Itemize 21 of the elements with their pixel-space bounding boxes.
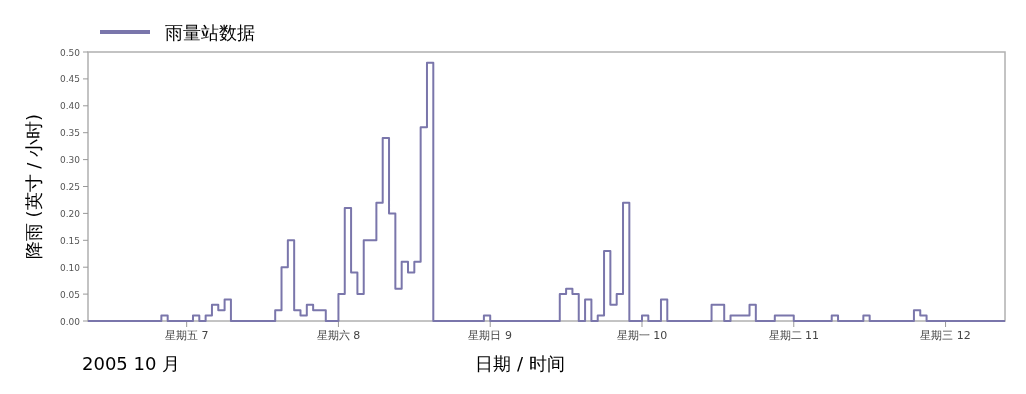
y-tick-label: 0.25 [59,182,80,192]
y-tick-label: 0.50 [59,47,81,58]
y-tick-label: 0.45 [59,74,80,85]
x-tick-label: 星期日 9 [468,329,512,342]
y-tick-label: 0.30 [59,155,81,166]
y-tick-label: 0.15 [59,235,80,246]
y-tick-label: 0.10 [59,262,81,273]
text: 2005 10 月 [82,353,181,374]
y-tick-label: 0.00 [59,316,81,327]
x-tick-label: 星期一 10 [616,329,668,342]
x-tick-label: 星期二 11 [768,329,820,342]
y-axis-title: 降雨 (英寸 / 小时) [23,113,44,260]
x-tick-label: 星期五 7 [164,329,209,342]
legend-label: 雨量站数据 [165,22,255,43]
y-tick-label: 0.05 [59,289,80,300]
y-tick-label: 0.40 [59,101,81,112]
x-tick-label: 星期三 12 [920,329,971,342]
x-tick-label: 星期六 8 [316,329,361,342]
x-axis-title: 日期 / 时间 [475,353,565,374]
y-tick-label: 0.20 [59,208,81,219]
y-tick-label: 0.35 [59,128,80,139]
